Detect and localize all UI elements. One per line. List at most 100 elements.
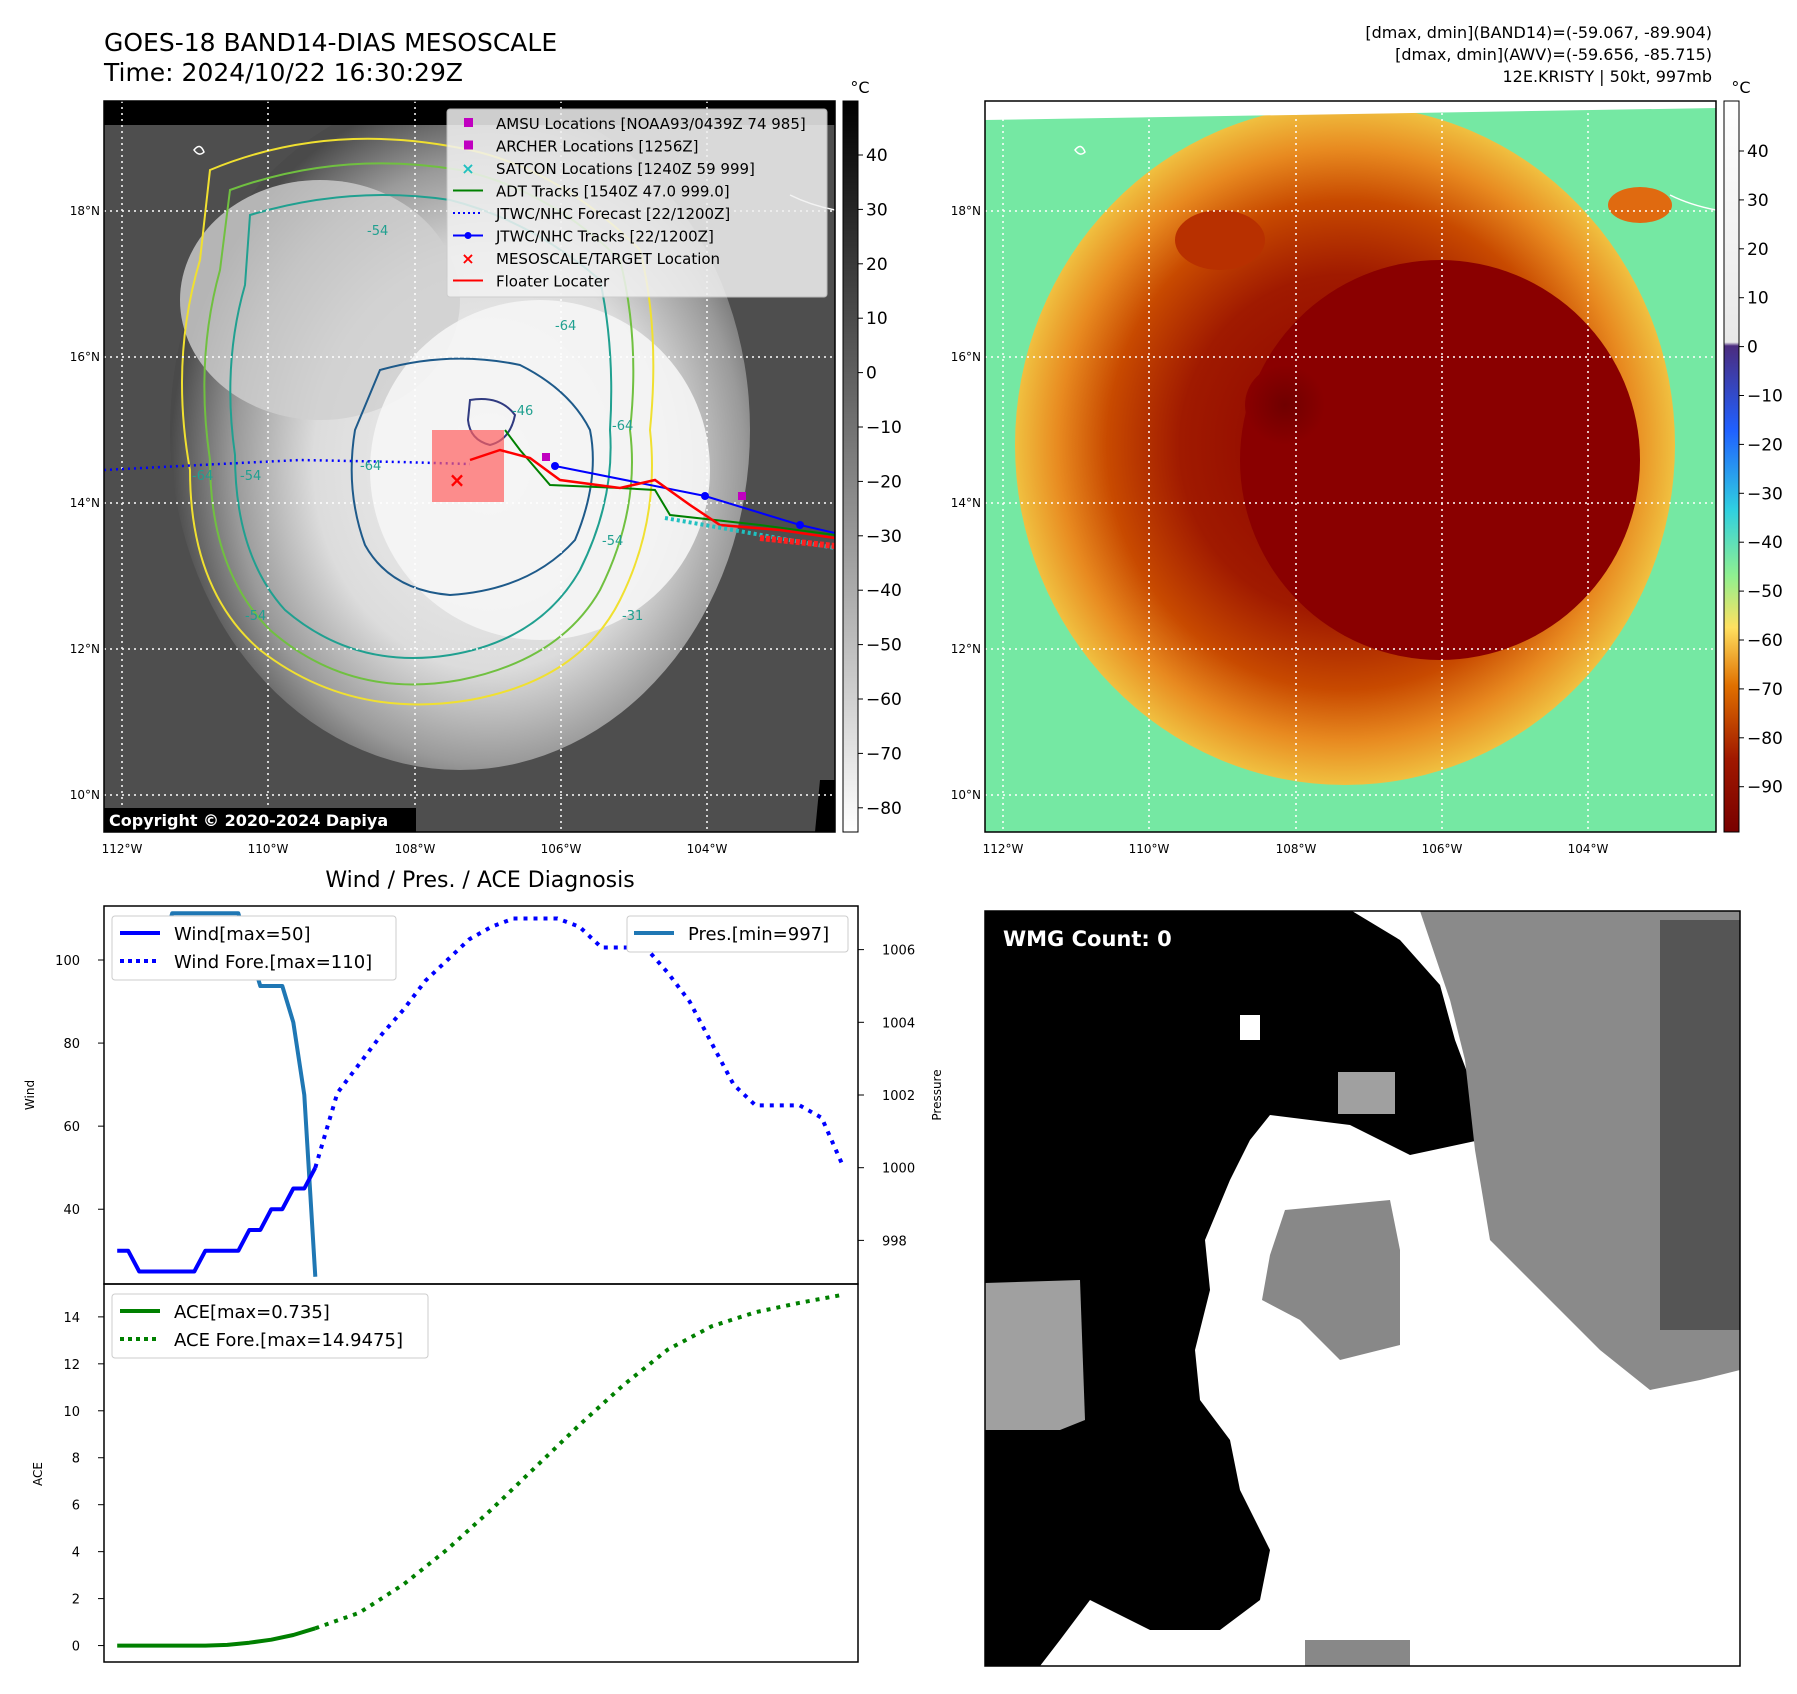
wmg-count-label: WMG Count: 0 xyxy=(1003,927,1172,951)
colorbar-tick-label: 10 xyxy=(866,309,888,329)
jtwc-track-point xyxy=(796,521,804,529)
figure-time: Time: 2024/10/22 16:30:29Z xyxy=(103,58,463,87)
ace-tick-label: 14 xyxy=(63,1311,80,1326)
stat-awv: [dmax, dmin](AWV)=(-59.656, -85.715) xyxy=(1395,45,1712,64)
mesoscale-box xyxy=(432,430,504,502)
colorbar-tick-label: −70 xyxy=(1747,680,1783,700)
colorbar-tick-label: −20 xyxy=(1747,435,1783,455)
pressure-legend: Pres.[min=997] xyxy=(626,915,849,953)
svg-text:-54: -54 xyxy=(240,469,261,484)
lat-label: 16°N xyxy=(70,350,100,364)
legend-item: × MESOSCALE/TARGET Location xyxy=(461,249,720,268)
lon-label: 110°W xyxy=(248,842,289,856)
colorbar-tick-label: −20 xyxy=(866,472,902,492)
wind-fore-legend-label: Wind Fore.[max=110] xyxy=(174,952,372,973)
svg-text:-31: -31 xyxy=(622,609,643,624)
colorbar-tick-label: 40 xyxy=(866,146,888,166)
legend-label: ADT Tracks [1540Z 47.0 999.0] xyxy=(496,183,730,201)
contour-labels: -54 -64 -54 -64 -54 -64 -64 -31 -46 -54 xyxy=(192,224,643,624)
ace-tick-label: 10 xyxy=(63,1405,80,1420)
legend-x-icon: × xyxy=(461,159,474,178)
ace-legend: ACE[max=0.735] ACE Fore.[max=14.9475] xyxy=(111,1293,429,1359)
svg-text:-46: -46 xyxy=(512,404,533,419)
legend-item: AMSU Locations [NOAA93/0439Z 74 985] xyxy=(464,115,806,133)
lon-label: 108°W xyxy=(1276,842,1317,856)
temp-map-grid xyxy=(985,101,1716,832)
svg-text:-64: -64 xyxy=(555,319,576,334)
lat-label: 16°N xyxy=(951,350,981,364)
legend-label: AMSU Locations [NOAA93/0439Z 74 985] xyxy=(496,115,806,133)
lon-label: 108°W xyxy=(395,842,436,856)
legend-item: ADT Tracks [1540Z 47.0 999.0] xyxy=(453,183,730,201)
temp-eye-region xyxy=(1245,365,1325,445)
wind-tick-label: 60 xyxy=(63,1120,80,1135)
colorbar-gray: °C 40 30 20 10 0 −10 −20 −30 −40 −50 −60 −70 −80 xyxy=(842,78,902,833)
diagnosis-title: Wind / Pres. / ACE Diagnosis xyxy=(325,868,634,893)
pres-legend-label: Pres.[min=997] xyxy=(688,924,829,945)
wmg-panel: WMG Count: 0 xyxy=(984,910,1741,1667)
amsu-location-marker xyxy=(542,453,550,461)
ace-tick-label: 8 xyxy=(72,1452,80,1467)
jtwc-track-point xyxy=(551,462,559,470)
colorbar-temp-unit: °C xyxy=(1731,78,1750,97)
svg-text:-54: -54 xyxy=(245,609,266,624)
colorbar-tick-label: −90 xyxy=(1747,778,1783,798)
lat-label: 10°N xyxy=(951,788,981,802)
jtwc-track-point xyxy=(701,492,709,500)
colorbar-tick-label: 0 xyxy=(1747,338,1758,358)
pressure-tick-label: 1006 xyxy=(882,944,915,959)
wind-axis-label: Wind xyxy=(23,1080,37,1110)
stat-band14: [dmax, dmin](BAND14)=(-59.067, -89.904) xyxy=(1365,23,1712,42)
wmg-gray-blob xyxy=(1262,1200,1400,1360)
colorbar-tick-label: −30 xyxy=(866,527,902,547)
colorbar-tick-label: 30 xyxy=(1747,191,1769,211)
legend-label: ARCHER Locations [1256Z] xyxy=(496,138,699,156)
wind-legend-label: Wind[max=50] xyxy=(174,924,311,945)
ace-panel: ACE 14 12 10 8 6 4 2 0 ACE[max=0.735] ACE Fore.… xyxy=(31,1283,859,1663)
svg-text:-64: -64 xyxy=(360,459,381,474)
legend-item: Floater Locater xyxy=(453,273,610,291)
wind-legend: Wind[max=50] Wind Fore.[max=110] xyxy=(111,915,397,981)
ace-series-line xyxy=(117,1626,316,1648)
ir-map-legend: AMSU Locations [NOAA93/0439Z 74 985] ARCH… xyxy=(446,108,828,298)
colorbar-tick-label: −10 xyxy=(866,418,902,438)
legend-square-icon xyxy=(464,140,473,150)
jtwc-track-line xyxy=(554,465,835,534)
colorbar-tick-label: 10 xyxy=(1747,289,1769,309)
colorbar-tick-label: −60 xyxy=(1747,631,1783,651)
copyright-text: Copyright © 2020-2024 Dapiya xyxy=(109,811,388,830)
ace-tick-label: 2 xyxy=(72,1593,80,1608)
wind-series-line xyxy=(117,1166,318,1274)
lat-label: 14°N xyxy=(951,496,981,510)
satcon-track xyxy=(664,516,835,550)
wind-tick-label: 40 xyxy=(63,1203,80,1218)
ace-legend-label: ACE[max=0.735] xyxy=(174,1302,330,1323)
colorbar-tick-label: 40 xyxy=(1747,142,1769,162)
colorbar-tick-label: −30 xyxy=(1747,484,1783,504)
ace-tick-label: 0 xyxy=(72,1640,80,1655)
wmg-light-gray-region xyxy=(985,1280,1085,1430)
lon-label: 106°W xyxy=(1422,842,1463,856)
lon-label: 104°W xyxy=(1568,842,1609,856)
colorbar-tick-label: 0 xyxy=(866,364,877,384)
forecast-track-line xyxy=(104,458,471,472)
legend-label: Floater Locater xyxy=(496,273,610,291)
lon-label: 112°W xyxy=(102,842,143,856)
svg-text:-64: -64 xyxy=(612,419,633,434)
colorbar-tick-label: −70 xyxy=(866,744,902,764)
mesoscale-target-marker: × xyxy=(449,468,466,492)
lat-label: 12°N xyxy=(70,642,100,656)
legend-item: JTWC/NHC Tracks [22/1200Z] xyxy=(453,228,714,246)
contour-navy xyxy=(350,357,594,597)
pressure-tick-label: 998 xyxy=(882,1234,907,1249)
colorbar-tick-label: −60 xyxy=(866,690,902,710)
lat-label: 10°N xyxy=(70,788,100,802)
lat-label: 14°N xyxy=(70,496,100,510)
ace-tick-label: 4 xyxy=(72,1546,80,1561)
colorbar-tick-label: 20 xyxy=(1747,240,1769,260)
colorbar-tick-label: −80 xyxy=(1747,729,1783,749)
colorbar-tick-label: −40 xyxy=(866,581,902,601)
colorbar-tick-label: 30 xyxy=(866,200,888,220)
